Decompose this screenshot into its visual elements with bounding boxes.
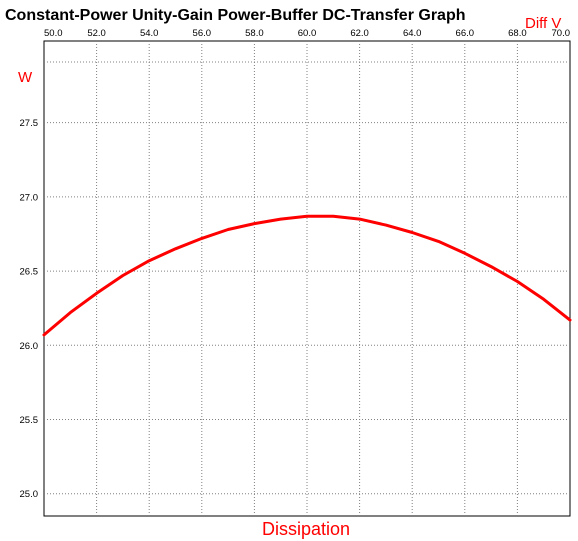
x-tick-labels: 50.0 52.0 54.0 56.0 58.0 60.0 62.0 64.0 66.0 68.0…	[44, 28, 570, 39]
x-tick-label: 52.0	[87, 28, 106, 39]
x-tick-label: 70.0	[552, 28, 571, 39]
x-tick-label: 66.0	[456, 28, 475, 39]
y-tick-label: 27.5	[20, 118, 39, 129]
y-tick-label: 27.0	[20, 192, 39, 203]
x-axis-label: Dissipation	[262, 519, 350, 539]
y-tick-labels: 25.0 25.5 26.0 26.5 27.0 27.5	[20, 118, 39, 500]
chart-title: Constant-Power Unity-Gain Power-Buffer D…	[5, 7, 466, 24]
x-tick-label: 60.0	[298, 28, 317, 39]
x-tick-label: 68.0	[508, 28, 527, 39]
y-tick-label: 25.0	[20, 489, 39, 500]
y-tick-label: 26.5	[20, 267, 39, 278]
grid-lines	[44, 41, 570, 516]
x-tick-label: 54.0	[140, 28, 159, 39]
x-tick-label: 62.0	[350, 28, 369, 39]
y-tick-label: 25.5	[20, 415, 39, 426]
x-tick-label: 64.0	[403, 28, 422, 39]
series-group	[42, 214, 572, 337]
x-tick-label: 56.0	[193, 28, 212, 39]
x-unit-label: Diff V	[525, 15, 561, 32]
x-tick-label: 58.0	[245, 28, 264, 39]
y-tick-label: 26.0	[20, 341, 39, 352]
y-axis-label: W	[18, 69, 33, 86]
series-line	[42, 214, 572, 337]
x-tick-label: 50.0	[44, 28, 63, 39]
